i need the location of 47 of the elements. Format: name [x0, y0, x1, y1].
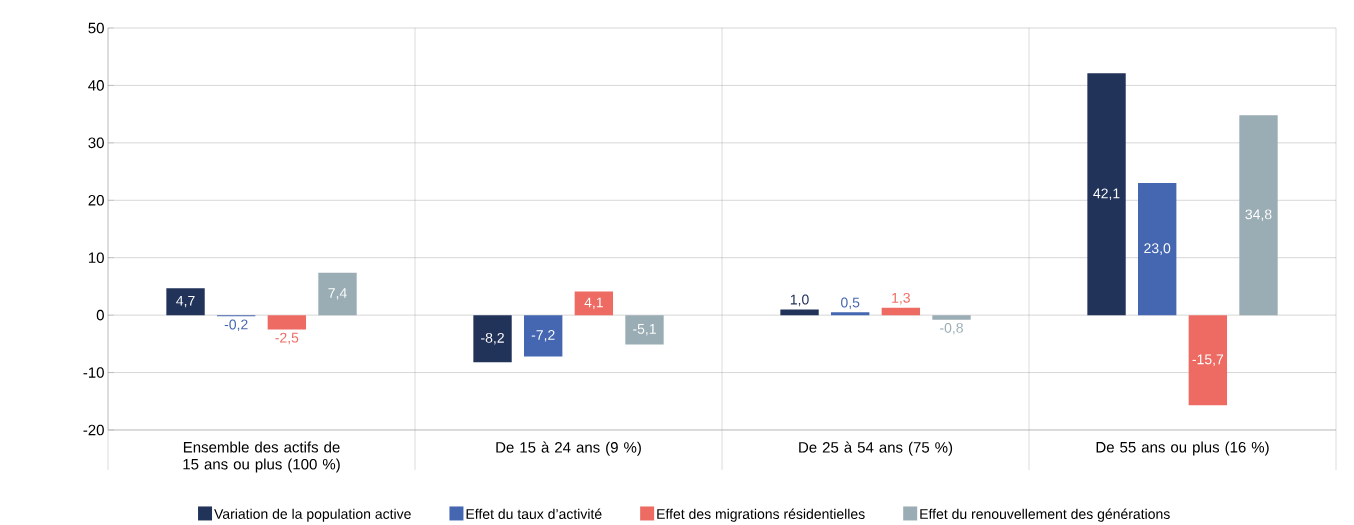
bar — [318, 272, 357, 316]
data-label: 1,3 — [892, 292, 910, 305]
data-label: -8,2 — [481, 332, 504, 345]
bar — [1138, 183, 1177, 316]
legend-label: Variation de la population active — [214, 508, 411, 522]
legend-label: Effet des migrations résidentielles — [657, 508, 865, 522]
data-label: 34,8 — [1245, 209, 1272, 221]
bar — [932, 315, 971, 320]
data-label: -5,1 — [633, 324, 656, 336]
bar — [1188, 315, 1228, 406]
data-label: -0,2 — [224, 319, 248, 332]
data-label: -7,2 — [531, 330, 555, 342]
data-label: 1,0 — [790, 294, 809, 307]
y-tick-label: 10 — [88, 252, 104, 264]
data-label: -0,8 — [940, 322, 963, 335]
bar — [625, 315, 664, 345]
data-label: 4,1 — [584, 297, 603, 310]
y-tick-label: 0 — [96, 309, 104, 321]
y-tick-label: 30 — [88, 137, 104, 149]
y-tick-label: 50 — [88, 22, 104, 34]
bar — [1239, 115, 1278, 316]
y-tick-label: -20 — [83, 424, 104, 436]
x-tick-label: De 25 à 54 ans (75 %) — [799, 441, 953, 456]
bar — [881, 307, 921, 316]
data-label: 4,7 — [176, 295, 195, 308]
x-tick-label: Ensemble des actifs de 15 ans ou plus (100 %) — [183, 441, 340, 473]
bar — [524, 315, 563, 357]
x-tick-label: De 55 ans ou plus (16 %) — [1096, 441, 1269, 456]
y-tick-label: 40 — [88, 80, 104, 91]
data-label: 23,0 — [1144, 243, 1171, 255]
y-tick-label: -10 — [83, 367, 104, 378]
data-label: 0,5 — [841, 297, 860, 310]
x-tick-label: De 15 à 24 ans (9 %) — [496, 441, 641, 456]
bar — [574, 291, 614, 316]
bar — [831, 312, 870, 316]
bar — [166, 288, 205, 316]
bar — [1087, 73, 1126, 316]
y-tick-label: 20 — [88, 194, 104, 206]
data-label: -15,7 — [1192, 354, 1224, 366]
data-label: 7,4 — [328, 288, 347, 300]
bar — [780, 309, 819, 316]
bar — [473, 315, 512, 363]
data-label: -2,5 — [275, 332, 299, 345]
data-label: 42,1 — [1093, 188, 1120, 201]
bar — [267, 315, 307, 330]
legend-label: Effet du renouvellement des générations — [920, 508, 1170, 522]
legend-label: Effet du taux d’activité — [466, 508, 602, 520]
